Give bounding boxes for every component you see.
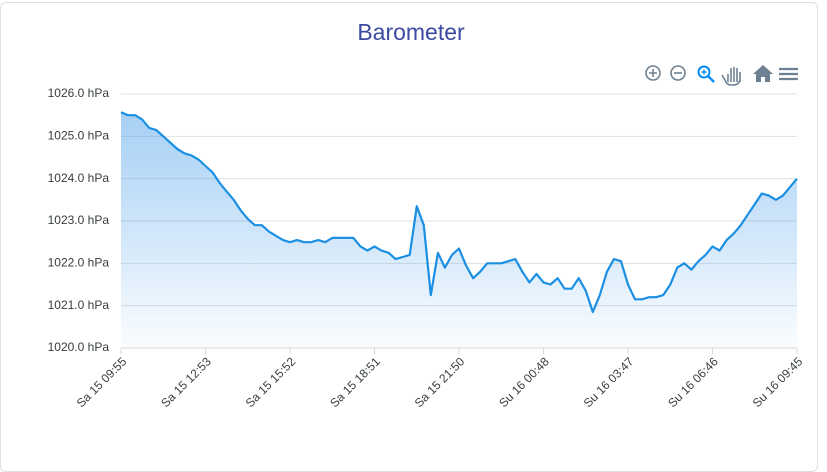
area-fill: [121, 112, 797, 348]
toolbar: [645, 65, 798, 86]
x-tick-label: Sa 15 21:50: [412, 354, 468, 410]
y-tick-label: 1020.0 hPa: [48, 340, 110, 354]
chart-title: Barometer: [357, 19, 465, 45]
x-tick-label: Su 16 06:46: [665, 354, 721, 410]
x-tick-label: Sa 15 12:53: [158, 354, 214, 410]
reset-button[interactable]: [753, 65, 773, 82]
y-tick-label: 1023.0 hPa: [48, 213, 110, 227]
x-tick-label: Su 16 09:45: [750, 354, 806, 410]
x-tick-label: Sa 15 15:52: [243, 354, 299, 410]
x-tick-label: Sa 15 18:51: [327, 354, 383, 410]
x-tick-label: Sa 15 09:55: [74, 354, 130, 410]
zoom-button[interactable]: [697, 65, 715, 83]
x-tick-label: Su 16 00:48: [496, 354, 552, 410]
y-tick-label: 1024.0 hPa: [48, 171, 110, 185]
zoom-in-button[interactable]: [645, 65, 661, 81]
y-tick-label: 1026.0 hPa: [48, 86, 110, 100]
y-tick-label: 1022.0 hPa: [48, 256, 110, 270]
x-tick-label: Su 16 03:47: [581, 354, 637, 410]
y-tick-label: 1021.0 hPa: [48, 298, 110, 312]
line: [120, 111, 798, 314]
y-tick-label: 1025.0 hPa: [48, 129, 110, 143]
pan-button[interactable]: [721, 67, 741, 86]
zoom-out-button[interactable]: [670, 65, 686, 81]
menu-button[interactable]: [779, 67, 798, 81]
